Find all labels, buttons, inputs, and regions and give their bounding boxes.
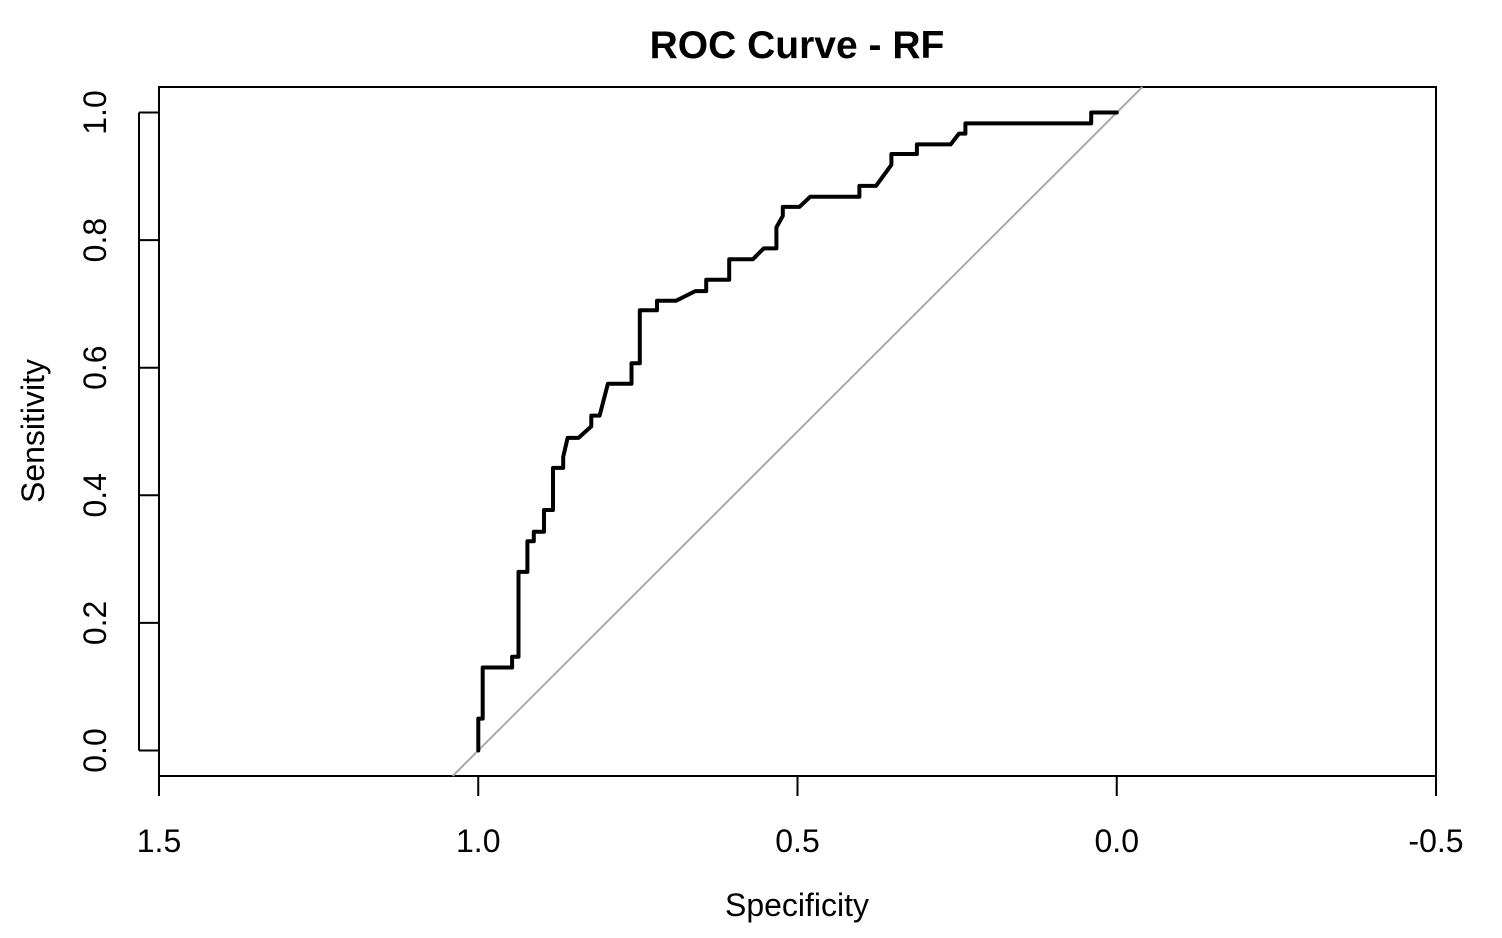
x-tick-label: 1.5 — [137, 823, 181, 859]
roc-curve-layer — [476, 110, 1119, 753]
y-tick-label: 0.2 — [77, 601, 113, 645]
x-tick-label: 0.5 — [775, 823, 819, 859]
y-axis: 0.0 0.2 0.4 0.6 0.8 1.0 — [77, 90, 158, 773]
y-tick-label: 0.6 — [77, 345, 113, 389]
x-tick-label: 1.0 — [456, 823, 500, 859]
roc-curve-line — [476, 110, 1119, 753]
y-tick-label: 0.8 — [77, 218, 113, 262]
x-axis-label: Specificity — [725, 887, 869, 923]
x-tick-label: -0.5 — [1408, 823, 1463, 859]
reference-line-layer — [452, 86, 1143, 777]
y-tick-label: 0.4 — [77, 473, 113, 517]
y-axis-label: Sensitivity — [15, 359, 51, 503]
x-tick-label: 0.0 — [1095, 823, 1139, 859]
y-tick-label: 1.0 — [77, 90, 113, 134]
reference-diagonal-line — [452, 86, 1143, 777]
chart-title: ROC Curve - RF — [650, 24, 945, 67]
x-axis: 1.5 1.0 0.5 0.0 -0.5 — [137, 776, 1464, 859]
y-tick-label: 0.0 — [77, 728, 113, 772]
